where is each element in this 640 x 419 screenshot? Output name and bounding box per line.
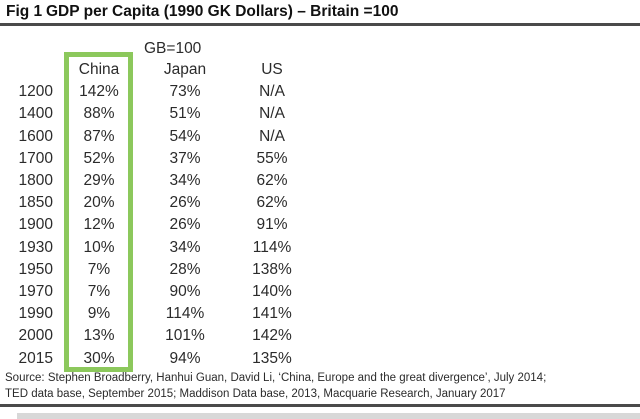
japan-value: 34% [169,238,201,256]
year-cell: 1900 [18,216,53,234]
china-value: 7% [87,282,111,300]
title-divider [0,23,640,26]
us-value: 91% [256,216,288,234]
us-value: 114% [252,238,292,256]
year-cell: 1850 [18,194,53,212]
japan-value: 51% [169,105,201,123]
us-value: 62% [256,172,288,190]
china-value: 12% [83,216,115,234]
china-value: 10% [83,238,115,256]
japan-value: 26% [169,194,201,212]
corner-cell [0,59,56,81]
japan-value: 90% [169,282,201,300]
year-cell: 1800 [18,172,53,190]
japan-value: 54% [169,127,201,145]
us-value: 138% [252,260,292,278]
year-cell: 1950 [18,260,53,278]
china-value: 20% [83,194,115,212]
china-value: 13% [83,327,115,345]
japan-value: 34% [169,172,201,190]
us-value: 62% [256,194,288,212]
column-header-japan: Japan [163,61,207,79]
china-value: 29% [83,172,115,190]
year-cell: 2000 [18,327,53,345]
gdp-table: China Japan US 1200 142% 73% N/A 1400 88… [0,59,316,370]
japan-value: 28% [169,260,201,278]
figure-title: GDP per Capita (1990 GK Dollars) – Brita… [46,3,399,20]
china-value: 7% [87,260,111,278]
china-value: 52% [83,149,115,167]
japan-value: 114% [165,305,205,323]
column-header-china: China [78,61,120,79]
bottom-edge-strip [17,413,640,419]
us-value: N/A [259,83,285,101]
china-value: 87% [83,127,115,145]
us-value: 135% [252,349,292,367]
us-value: N/A [259,127,285,145]
source-note: Source: Stephen Broadberry, Hanhui Guan,… [5,370,637,402]
source-line-2: TED data base, September 2015; Maddison … [5,388,506,400]
us-value: 142% [252,327,292,345]
us-value: N/A [259,105,285,123]
china-value: 9% [87,305,111,323]
bottom-divider [0,404,640,407]
japan-value: 26% [169,216,201,234]
japan-value: 73% [169,83,201,101]
us-value: 55% [256,149,288,167]
china-value: 88% [83,105,115,123]
japan-value: 94% [169,349,201,367]
year-cell: 1700 [18,149,53,167]
us-value: 140% [252,282,292,300]
year-cell: 1400 [18,105,53,123]
year-cell: 1600 [18,127,53,145]
china-value: 30% [83,349,115,367]
figure-label: Fig 1 [6,3,43,20]
year-cell: 1200 [18,83,53,101]
us-value: 141% [252,305,292,323]
year-cell: 2015 [18,349,53,367]
year-cell: 1990 [18,305,53,323]
year-cell: 1970 [18,282,53,300]
china-column-highlight [64,52,133,372]
source-line-1: Source: Stephen Broadberry, Hanhui Guan,… [5,372,547,384]
column-header-us: US [261,61,283,79]
scale-note: GB=100 [144,40,202,57]
japan-value: 37% [169,149,201,167]
japan-value: 101% [165,327,205,345]
year-cell: 1930 [18,238,53,256]
china-value: 142% [79,83,119,101]
